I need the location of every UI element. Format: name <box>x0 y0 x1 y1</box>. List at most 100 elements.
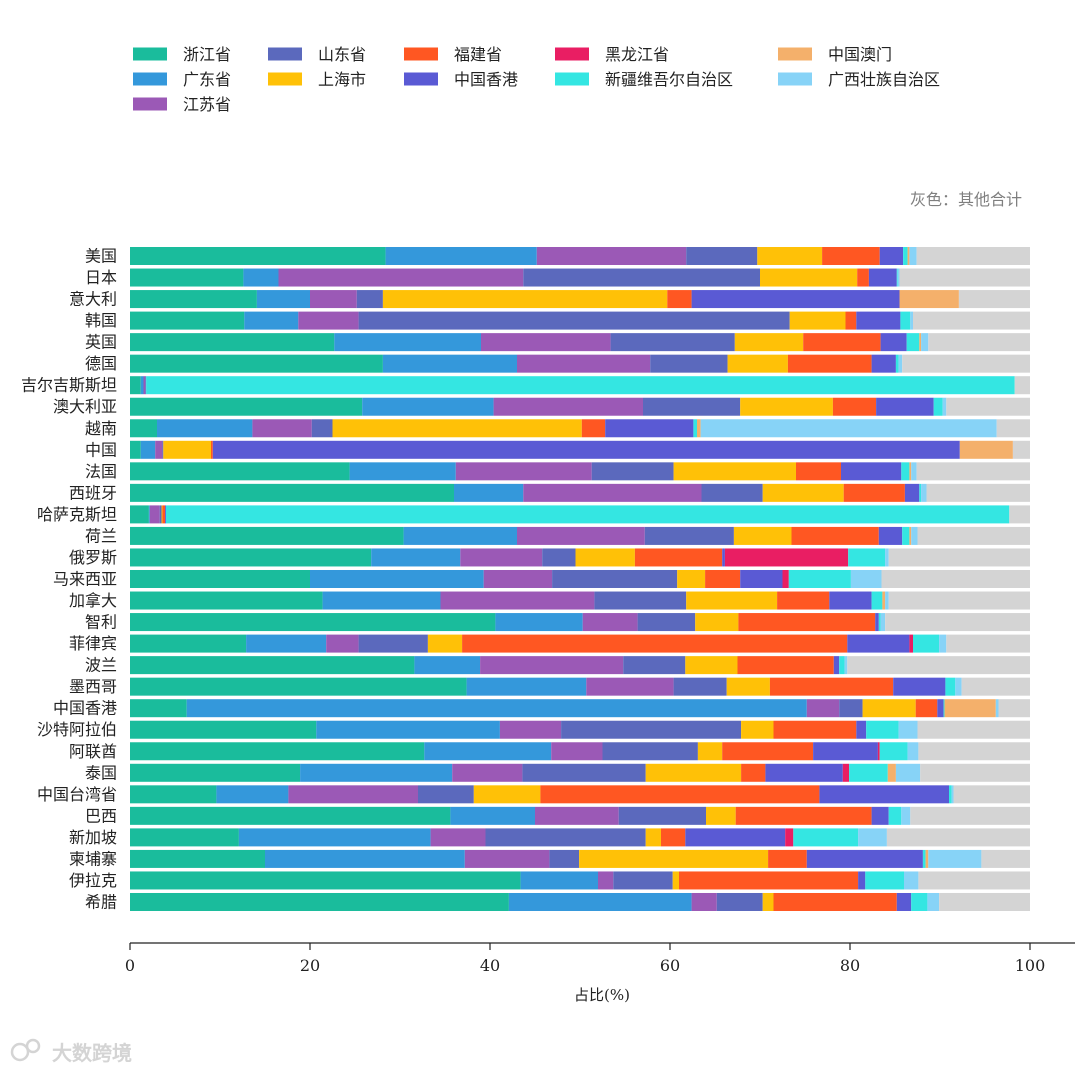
bar-segment-25-8 <box>949 785 952 804</box>
bar-segment-27-1 <box>238 828 431 847</box>
bar-segment-27-10 <box>858 828 887 847</box>
category-label-7: 澳大利亚 <box>53 397 117 416</box>
bar-segment-5-6 <box>871 354 896 373</box>
bar-segment-17-0 <box>130 613 496 632</box>
category-label-11: 西班牙 <box>69 483 117 502</box>
bar-segment-6-0 <box>130 376 141 395</box>
category-label-19: 波兰 <box>85 656 117 675</box>
bar-segment-16-4 <box>686 591 778 610</box>
bar-remainder-1 <box>899 268 1030 287</box>
bar-segment-20-3 <box>673 677 727 696</box>
bar-segment-3-1 <box>244 311 299 330</box>
bar-segment-9-1 <box>140 440 156 459</box>
bar-segment-29-2 <box>598 871 614 890</box>
bar-remainder-23 <box>918 742 1030 761</box>
bar-segment-5-10 <box>898 354 903 373</box>
bar-remainder-19 <box>847 656 1030 675</box>
category-label-24: 泰国 <box>85 763 117 782</box>
bar-segment-7-4 <box>740 397 833 416</box>
bar-remainder-3 <box>913 311 1030 330</box>
bar-segment-7-0 <box>130 397 363 416</box>
bar-segment-30-10 <box>927 892 940 911</box>
bar-segment-8-4 <box>332 419 582 438</box>
legend-swatch-8 <box>555 72 589 86</box>
bar-segment-11-3 <box>701 483 763 502</box>
category-label-15: 马来西亚 <box>53 569 117 588</box>
bar-segment-11-1 <box>454 483 524 502</box>
bar-segment-30-2 <box>691 892 717 911</box>
bar-segment-11-10 <box>921 483 927 502</box>
bar-segment-19-1 <box>414 656 481 675</box>
bar-segment-20-4 <box>726 677 770 696</box>
bar-segment-23-6 <box>813 742 878 761</box>
bar-segment-18-0 <box>130 634 247 653</box>
category-label-8: 越南 <box>85 419 117 438</box>
legend-swatch-2 <box>133 97 167 111</box>
legend-swatch-10 <box>778 72 812 86</box>
bar-segment-19-8 <box>839 656 845 675</box>
bar-segment-15-5 <box>705 569 741 588</box>
bar-segment-18-3 <box>358 634 428 653</box>
bar-segment-28-6 <box>806 849 923 868</box>
bar-remainder-18 <box>946 634 1030 653</box>
bar-remainder-25 <box>953 785 1030 804</box>
bar-segment-8-8 <box>693 419 697 438</box>
bar-segment-1-5 <box>857 268 869 287</box>
bar-segment-13-4 <box>733 526 792 545</box>
legend-label-1: 广东省 <box>183 70 231 89</box>
legend-label-2: 江苏省 <box>183 95 231 114</box>
bar-segment-5-2 <box>517 354 651 373</box>
category-label-6: 吉尔吉斯斯坦 <box>21 376 117 395</box>
bar-segment-19-5 <box>737 656 834 675</box>
bar-segment-10-2 <box>455 462 592 481</box>
bar-segment-26-1 <box>450 806 535 825</box>
bar-segment-4-0 <box>130 333 335 352</box>
bar-segment-23-8 <box>879 742 908 761</box>
bar-remainder-7 <box>946 397 1030 416</box>
bar-segment-13-9 <box>909 526 912 545</box>
bar-segment-4-1 <box>334 333 481 352</box>
bar-segment-21-1 <box>186 699 807 718</box>
category-label-28: 柬埔寨 <box>69 849 117 868</box>
bar-remainder-30 <box>939 892 1030 911</box>
bar-remainder-0 <box>916 247 1030 265</box>
bar-remainder-28 <box>981 849 1030 868</box>
category-label-12: 哈萨克斯坦 <box>37 505 117 524</box>
category-label-27: 新加坡 <box>69 828 117 847</box>
bar-segment-4-5 <box>803 333 881 352</box>
legend-swatch-9 <box>778 47 812 61</box>
bar-segment-14-1 <box>371 548 461 567</box>
legend-label-4: 上海市 <box>318 70 366 89</box>
bar-remainder-24 <box>920 763 1030 782</box>
bar-segment-12-4 <box>161 505 163 524</box>
bar-segment-19-4 <box>685 656 738 675</box>
bar-segment-7-3 <box>643 397 741 416</box>
bar-segment-11-5 <box>843 483 905 502</box>
bar-segment-11-2 <box>523 483 702 502</box>
bar-segment-28-2 <box>464 849 550 868</box>
bar-segment-17-3 <box>637 613 696 632</box>
bar-segment-23-7 <box>877 742 880 761</box>
bar-segment-9-6 <box>212 440 960 459</box>
bar-remainder-11 <box>926 483 1030 502</box>
bar-segment-3-6 <box>856 311 901 330</box>
bar-segment-22-3 <box>561 720 742 739</box>
bar-segment-11-8 <box>919 483 922 502</box>
bar-remainder-8 <box>996 419 1030 438</box>
bar-segment-3-5 <box>845 311 857 330</box>
bar-segment-8-10 <box>700 419 997 438</box>
bar-segment-17-2 <box>582 613 638 632</box>
bar-segment-28-0 <box>130 849 265 868</box>
bar-segment-5-8 <box>895 354 899 373</box>
bar-segment-15-1 <box>310 569 484 588</box>
bar-segment-26-6 <box>871 806 889 825</box>
bar-segment-29-3 <box>613 871 673 890</box>
bar-segment-11-6 <box>904 483 920 502</box>
bar-segment-27-5 <box>661 828 686 847</box>
legend-label-3: 山东省 <box>318 45 366 64</box>
bar-remainder-9 <box>1012 440 1030 459</box>
bar-segment-22-5 <box>773 720 857 739</box>
category-label-14: 俄罗斯 <box>69 548 117 567</box>
legend-swatch-1 <box>133 72 167 86</box>
